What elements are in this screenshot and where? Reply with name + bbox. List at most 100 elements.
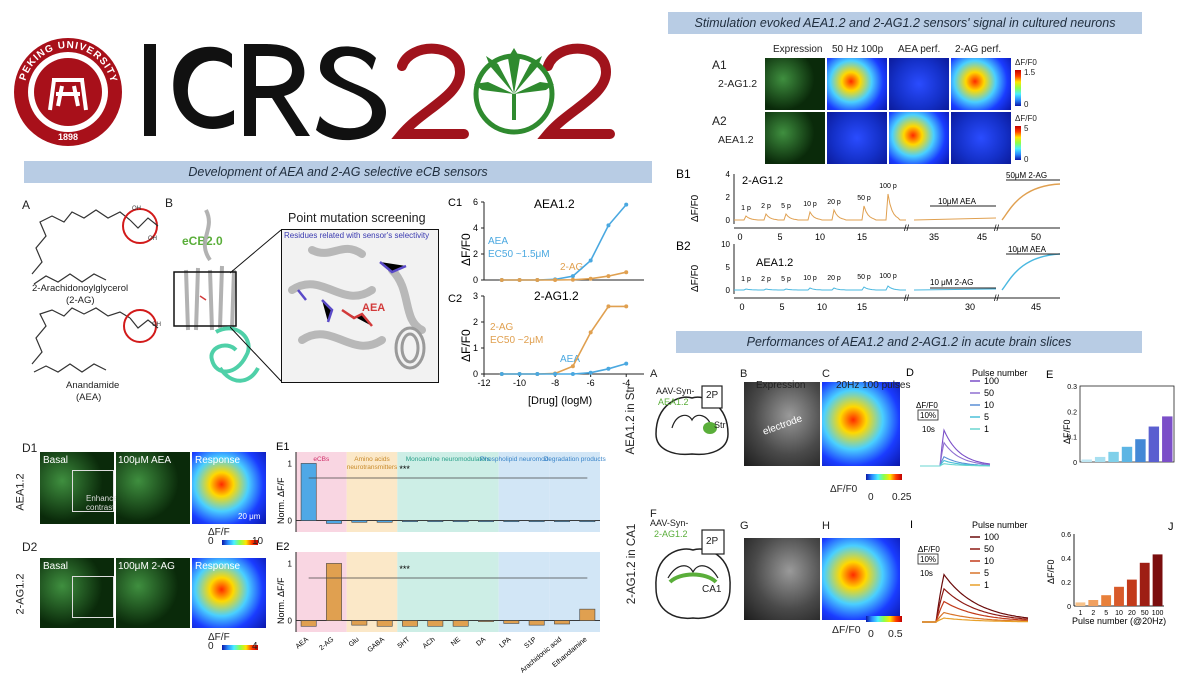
c-data-point — [570, 364, 575, 369]
row1-response-image — [822, 382, 900, 466]
c-series-line — [501, 271, 627, 281]
c-y-tick-label: 1 — [473, 343, 478, 353]
row1-d-label: D — [906, 367, 914, 379]
university-seal: PEKING UNIVERSITY 1898 — [12, 36, 124, 148]
b-x-tick-label: 50 — [1031, 232, 1041, 242]
d-legend-label: 5 — [984, 412, 989, 422]
e-y-tick-label: 0.1 — [1067, 435, 1077, 442]
b-trace-drug1 — [913, 288, 997, 291]
a1-row-label: 2-AG1.2 — [718, 78, 758, 90]
row2-region: CA1 — [702, 584, 722, 595]
b2-title: AEA1.2 — [756, 257, 793, 269]
row1-e-label: E — [1046, 369, 1053, 381]
c-data-point — [570, 277, 575, 282]
b-axis-break: // — [904, 293, 910, 303]
a1-cbar-max: 1.5 — [1024, 68, 1036, 77]
e-category-label: S1P — [523, 636, 538, 650]
b-x-tick-label: 0 — [737, 232, 742, 242]
d1-scale-label: 20 μm — [238, 512, 261, 521]
c-x-tick-label: -4 — [622, 378, 630, 388]
row2-response-image — [822, 538, 900, 620]
row1-stim-label: 20Hz 100 pulses — [836, 380, 911, 391]
e-category-label: AEA — [295, 636, 310, 651]
e-category-label: Glu — [348, 636, 361, 648]
col-expression: Expression — [773, 44, 823, 55]
e-bar — [427, 620, 444, 627]
d-legend-label: 10 — [984, 400, 994, 410]
e2-label: E2 — [276, 541, 289, 553]
j-category-label: 50 — [1141, 610, 1149, 617]
a2-expression-image — [765, 112, 825, 164]
j-y-tick-label: 0.4 — [1061, 556, 1071, 563]
b1-ylabel: ΔF/F0 — [690, 194, 701, 222]
c-xlabel: [Drug] (logM) — [528, 395, 592, 407]
b-x-tick-label: 10 — [815, 232, 825, 242]
d2-treat-image — [116, 558, 190, 628]
d2-row-label: 2-AG1.2 — [14, 573, 27, 615]
j-bar — [1101, 595, 1112, 606]
b-pulse-label: 2 p — [761, 203, 771, 210]
row1-colorbar — [866, 474, 902, 480]
zoom-box — [281, 229, 439, 383]
c-data-point — [624, 304, 629, 309]
b-y-tick-label: 4 — [726, 170, 731, 179]
d2-basal-label: Basal — [43, 561, 69, 572]
c-y-tick-label: 0 — [473, 369, 478, 379]
e-category-label: ACh — [422, 636, 437, 650]
b-pulse-label: 20 p — [827, 199, 841, 206]
c2-other-label: AEA — [560, 354, 580, 365]
row1-probe: 2P — [706, 390, 719, 401]
e-bar — [376, 520, 393, 523]
i-legend-label: 100 — [984, 532, 999, 542]
a1-aea-image — [889, 58, 949, 110]
b-trace-drug2 — [1001, 253, 1061, 291]
residues-note: Residues related with sensor's selectivi… — [284, 231, 430, 240]
d-trace — [920, 463, 990, 467]
b-trace — [734, 285, 906, 291]
a1-cbar-min: 0 — [1024, 100, 1029, 109]
row1-brain-diagram — [655, 385, 729, 456]
e-bar — [528, 520, 545, 523]
j-bar — [1126, 579, 1137, 606]
b1-drug1: 10μM AEA — [938, 197, 977, 206]
e-bar — [452, 520, 469, 523]
c-data-point — [570, 274, 575, 279]
e-bar — [1135, 439, 1146, 462]
d-legend-label: 50 — [984, 388, 994, 398]
b-x-tick-label: 0 — [739, 302, 744, 312]
b-y-tick-label: 10 — [721, 240, 730, 249]
i-legend-label: 1 — [984, 580, 989, 590]
e-bar — [1108, 451, 1119, 462]
e-bar — [503, 520, 520, 523]
c-y-tick-label: 6 — [473, 197, 478, 207]
b-pulse-label: 100 p — [879, 183, 897, 190]
b-axis-break: // — [904, 223, 910, 233]
e-group-band — [346, 552, 398, 632]
j-bar — [1088, 600, 1099, 606]
row2-probe: 2P — [706, 536, 719, 547]
e-bar — [478, 620, 494, 622]
c-y-tick-label: 2 — [473, 249, 478, 259]
dose-response-charts: C1 AEA1.2 ΔF/F0 C2 2-AG1.2 ΔF/F0 [Drug] … — [448, 197, 644, 407]
e-sig-marker: *** — [399, 564, 410, 574]
row1-b-label: B — [740, 368, 748, 380]
e2-ylabel: Norm. ΔF/F — [276, 577, 286, 624]
d2-cbar-label: ΔF/F — [208, 632, 230, 643]
e-group-label: Monoamine neuromodulators — [406, 456, 491, 463]
row1-cbar-min: 0 — [868, 492, 874, 503]
row1-expression-image — [744, 382, 820, 466]
d1-response-image — [192, 452, 266, 524]
e-bar — [554, 620, 570, 625]
panel-b-label: B — [165, 196, 174, 210]
row2-scale-label: ΔF/F0 — [918, 545, 940, 554]
e-group-band — [397, 552, 499, 632]
e-bar — [1081, 459, 1092, 462]
row1-cbar-label: ΔF/F0 — [830, 484, 858, 495]
row2-cbar-label: ΔF/F0 — [832, 624, 861, 636]
j-bar — [1114, 586, 1124, 606]
c-data-point — [606, 366, 611, 371]
d2-cbar-min: 0 — [208, 641, 214, 652]
e-bar — [503, 620, 520, 624]
e-group-band — [498, 552, 550, 632]
row1-scale-y: 10% — [920, 411, 936, 420]
